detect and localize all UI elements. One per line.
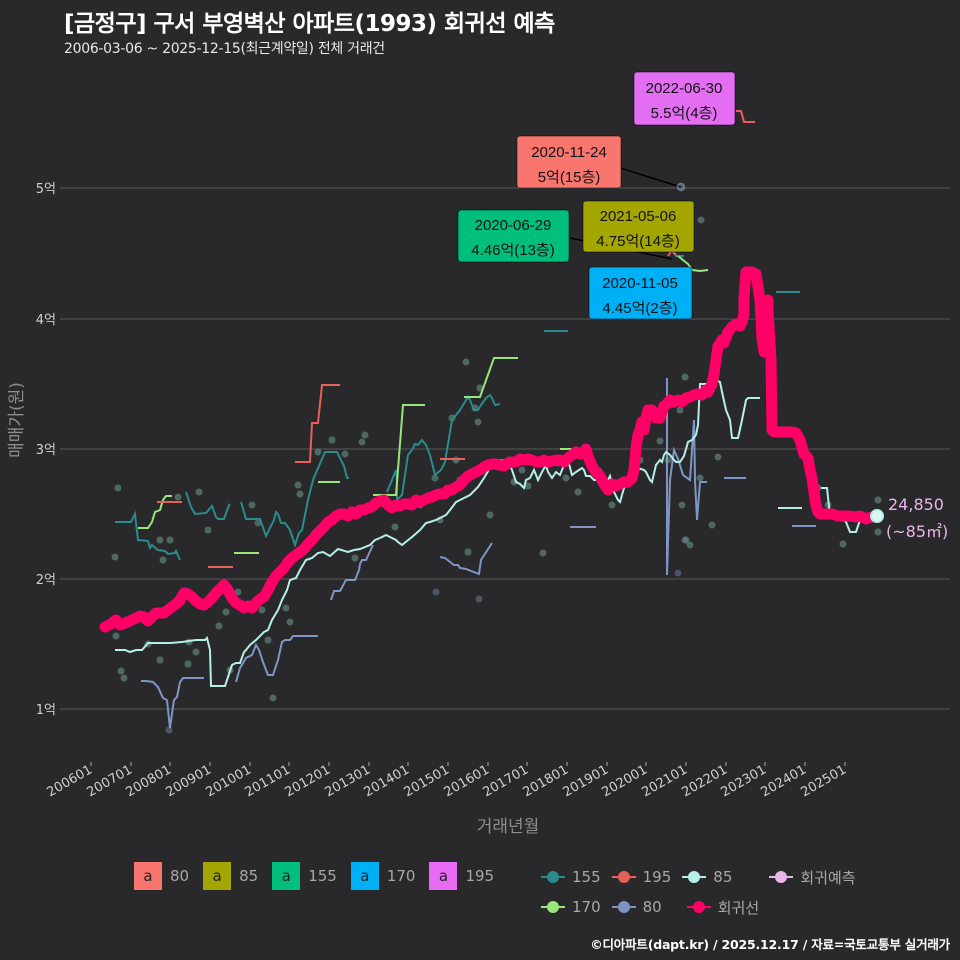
source-caption: ©디아파트(dapt.kr) / 2025.12.17 / 자료=국토교통부 실…: [590, 937, 950, 952]
legend-swatch-155: a: [272, 862, 301, 890]
x-tick: 201701: [481, 762, 531, 800]
prediction-point[interactable]: [870, 509, 884, 523]
series-80: [141, 378, 816, 729]
svg-text:5.5억(4층): 5.5억(4층): [651, 105, 718, 122]
legend-label: 195: [465, 867, 495, 885]
legend-swatch-170: a: [350, 862, 379, 890]
x-axis-title: 거래년월: [477, 817, 540, 837]
legend-item-195: 195: [611, 868, 671, 886]
line-marker-icon: [541, 901, 565, 913]
line-marker-icon: [686, 901, 711, 913]
svg-text:2020-11-24: 2020-11-24: [531, 144, 607, 161]
line-marker-icon: [769, 871, 794, 883]
regression-line: [99, 266, 878, 633]
legend-item-80: 80: [611, 898, 676, 916]
x-tick: 201201: [283, 762, 333, 800]
x-tick: 202401: [759, 762, 809, 800]
y-tick: 4억: [36, 313, 56, 328]
y-axis: 1억 2억 3억 4억 5억 매매가(원): [7, 182, 56, 718]
x-tick-labels: 200601 200701 200801 200901 201001 20110…: [45, 762, 849, 837]
x-tick: 201401: [362, 762, 412, 800]
legend-item-155: 155: [540, 868, 601, 886]
x-tick: 200901: [164, 762, 214, 800]
line-marker-icon: [611, 871, 636, 883]
prediction-value: 24,850: [888, 495, 944, 514]
legend-label: 155: [308, 867, 337, 885]
svg-text:2020-06-29: 2020-06-29: [475, 217, 552, 234]
legend-label: 170: [386, 867, 416, 885]
svg-text:2020-11-05: 2020-11-05: [602, 275, 678, 292]
annotation-2022-06-30: 2022-06-30 5.5억(4층): [633, 71, 736, 126]
y-gridlines: [60, 187, 950, 710]
line-marker-icon: [682, 871, 707, 883]
y-tick: 3억: [36, 443, 56, 458]
line-marker-icon: [541, 871, 565, 883]
series-155: [115, 250, 800, 561]
svg-text:4.75억(14층): 4.75억(14층): [596, 233, 679, 250]
x-tick: 200801: [124, 762, 174, 800]
page-title: [금정구] 구서 부영벽산 아파트(1993) 회귀선 예측: [64, 11, 555, 37]
y-tick: 2억: [36, 573, 56, 588]
y-tick: 1억: [36, 703, 56, 718]
legend-swatch-80: a: [134, 862, 162, 890]
legend-label: 85: [239, 867, 259, 885]
x-tick: 202301: [719, 762, 769, 800]
svg-text:2021-05-06: 2021-05-06: [600, 208, 677, 225]
y-tick: 5억: [36, 182, 56, 197]
x-tick: 202501: [799, 762, 849, 800]
annotation-2020-06-29: 2020-06-29 4.46억(13층): [457, 209, 570, 263]
annotation-2020-11-05: 2020-11-05 4.45억(2층): [588, 266, 693, 320]
y-axis-title: 매매가(원): [7, 382, 27, 458]
scatter-points-80: [165, 536, 689, 734]
svg-text:5억(15층): 5억(15층): [538, 169, 601, 186]
legend-swatch-85: a: [203, 862, 232, 890]
svg-text:2022-06-30: 2022-06-30: [646, 80, 723, 97]
series-195: [157, 110, 755, 568]
x-tick: 201801: [521, 762, 571, 800]
x-tick: 202001: [600, 762, 650, 800]
highlight-point: [676, 182, 686, 192]
legend-item-85: 85: [681, 868, 758, 886]
page-subtitle: 2006-03-06 ~ 2025-12-15(최근계약일) 전체 거래건: [64, 41, 385, 57]
x-tick: 202101: [640, 762, 690, 800]
annotation-2020-11-24: 2020-11-24 5억(15층): [516, 135, 622, 189]
legend-swatch-195: a: [429, 862, 458, 890]
legend-label: 80: [170, 867, 190, 885]
x-tick: 200601: [45, 762, 95, 800]
legend-series: 155 195 85 회귀예측 170 80 회귀선: [540, 862, 920, 922]
prediction-area: (~85㎡): [886, 522, 948, 541]
line-marker-icon: [611, 901, 636, 913]
legend-annotation-boxes: a 80 a 85 a 155 a 170 a 195: [134, 862, 508, 890]
legend-item-prediction: 회귀예측: [768, 867, 856, 888]
x-tick: 201101: [243, 762, 293, 800]
annotation-2021-05-06: 2021-05-06 4.75억(14층): [582, 200, 695, 253]
svg-text:4.45억(2층): 4.45억(2층): [602, 300, 677, 317]
series-85: [115, 378, 760, 687]
x-axis: [90, 762, 846, 766]
legend-item-regression: 회귀선: [686, 897, 759, 918]
svg-text:4.46억(13층): 4.46억(13층): [471, 242, 554, 259]
x-tick: 201501: [402, 762, 452, 800]
legend-item-170: 170: [540, 898, 601, 916]
